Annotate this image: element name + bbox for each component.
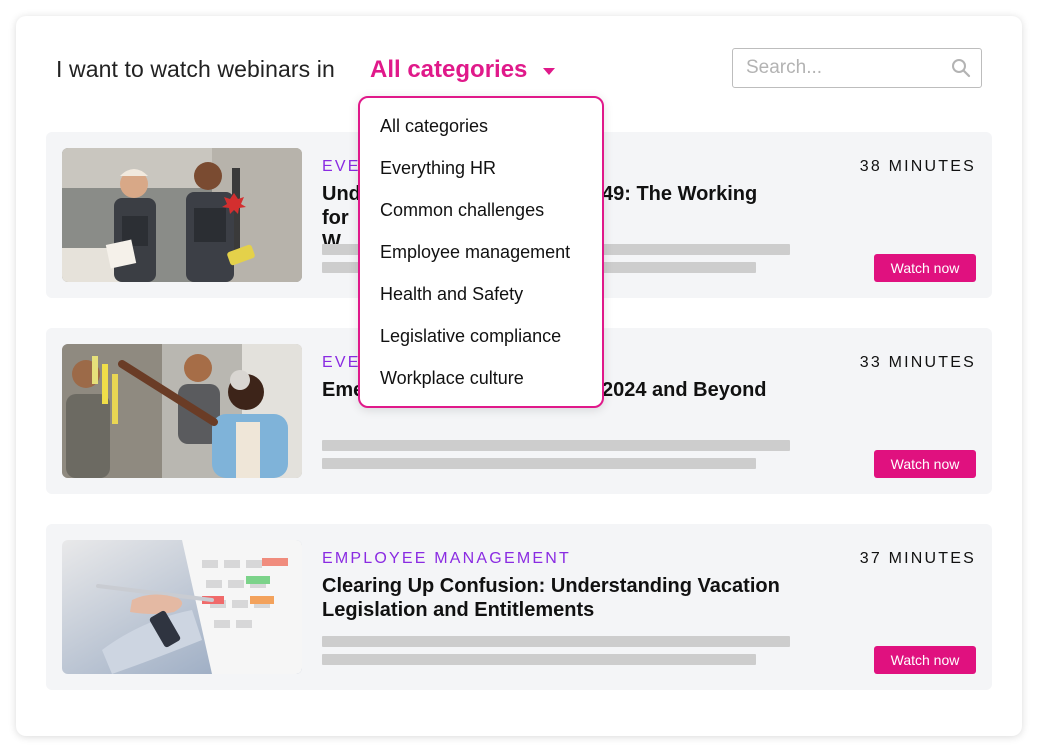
webinar-title-end[interactable]: 49: The Working [602, 183, 758, 205]
webinar-duration: 37 MINUTES [859, 550, 976, 567]
dropdown-option-legislative-compliance[interactable]: Legislative compliance [380, 326, 562, 346]
description-placeholder [322, 654, 756, 665]
webinar-thumbnail-image [62, 148, 302, 282]
webinar-duration: 38 MINUTES [859, 158, 976, 175]
dropdown-option-common-challenges[interactable]: Common challenges [380, 200, 545, 220]
webinar-title[interactable]: Clearing Up Confusion: Understanding Vac… [322, 575, 780, 621]
webinar-title[interactable]: Eme [322, 379, 365, 401]
category-select[interactable]: All categories [370, 54, 556, 86]
description-placeholder [322, 636, 790, 647]
description-placeholder [322, 458, 756, 469]
dropdown-option-all-categories[interactable]: All categories [380, 116, 489, 136]
webinar-category: EVE [322, 158, 361, 175]
filter-prompt: I want to watch webinars in [56, 56, 335, 82]
webinar-duration: 33 MINUTES [859, 354, 976, 371]
watch-now-button[interactable]: Watch now [874, 646, 976, 674]
webinar-title-end[interactable]: 2024 and Beyond [602, 379, 767, 401]
search-input[interactable] [733, 50, 938, 86]
caret-down-icon [543, 67, 556, 75]
search-icon[interactable] [951, 58, 971, 78]
dropdown-option-everything-hr[interactable]: Everything HR [380, 158, 497, 178]
dropdown-option-health-and-safety[interactable]: Health and Safety [380, 284, 524, 304]
webinar-thumbnail-image [62, 540, 302, 674]
dropdown-option-employee-management[interactable]: Employee management [380, 242, 571, 262]
webinar-category: EVE [322, 354, 361, 371]
description-placeholder [322, 440, 790, 451]
dropdown-option-workplace-culture[interactable]: Workplace culture [380, 368, 524, 388]
watch-now-button[interactable]: Watch now [874, 450, 976, 478]
webinar-card[interactable]: EMPLOYEE MANAGEMENT Clearing Up Confusio… [46, 524, 992, 690]
search-box[interactable] [732, 48, 982, 88]
webinar-category: EMPLOYEE MANAGEMENT [322, 550, 571, 567]
watch-now-button[interactable]: Watch now [874, 254, 976, 282]
category-dropdown-menu: All categories Everything HR Common chal… [358, 96, 604, 408]
webinar-title[interactable]: Und for W [322, 183, 361, 253]
webinar-thumbnail-image [62, 344, 302, 478]
category-select-value: All categories [370, 56, 528, 83]
